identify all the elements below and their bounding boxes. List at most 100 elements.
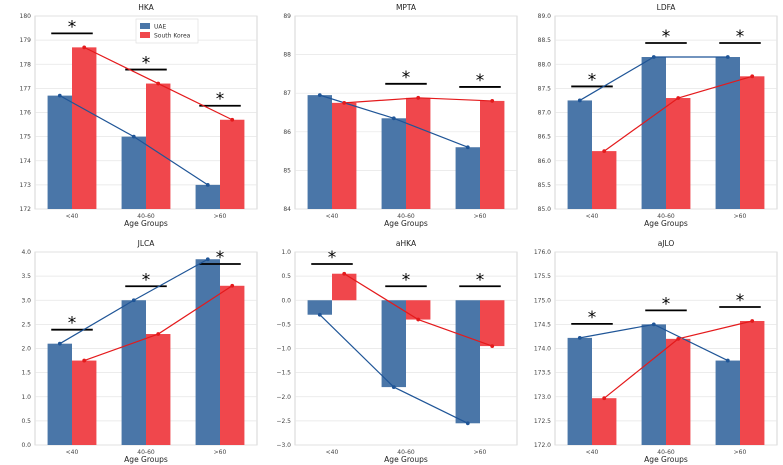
y-tick-label: −2.5: [276, 418, 291, 425]
bar-south-korea: [666, 338, 691, 445]
x-axis-label: Age Groups: [644, 455, 688, 464]
panel-title: aJLO: [658, 239, 675, 248]
y-tick-label: 0.5: [281, 273, 291, 280]
y-tick-label: 0.0: [281, 297, 291, 304]
bar-uae: [121, 136, 146, 209]
bar-uae: [641, 324, 666, 445]
y-tick-label: 173.0: [534, 394, 551, 401]
bar-uae: [455, 300, 480, 424]
significance-star: *: [588, 308, 597, 328]
y-tick-label: 2.0: [21, 346, 31, 353]
y-tick-label: 88.5: [538, 37, 552, 44]
x-tick-label: 40-60: [657, 213, 675, 220]
x-tick-label: >60: [214, 449, 227, 456]
trend-point: [82, 45, 87, 50]
trend-point: [602, 149, 607, 154]
legend-swatch: [140, 32, 150, 38]
y-tick-label: 87: [283, 90, 291, 97]
significance-star: *: [662, 27, 671, 47]
trend-point: [676, 336, 681, 341]
bar-south-korea: [592, 398, 617, 445]
x-axis-label: Age Groups: [124, 455, 168, 464]
y-tick-label: 85.5: [538, 182, 552, 189]
bar-uae: [307, 300, 332, 315]
y-tick-label: −1.5: [276, 370, 291, 377]
x-tick-label: <40: [66, 449, 79, 456]
x-tick-label: 40-60: [397, 213, 415, 220]
y-tick-label: 174.0: [534, 346, 551, 353]
y-tick-label: 87.5: [538, 85, 552, 92]
bar-south-korea: [72, 47, 97, 209]
trend-point: [317, 93, 322, 98]
y-tick-label: 174: [20, 158, 32, 165]
y-tick-label: 4.0: [21, 249, 31, 256]
y-tick-label: 174.5: [534, 321, 551, 328]
trend-point: [490, 344, 495, 348]
y-tick-label: 86.0: [538, 158, 552, 165]
y-tick-label: 175: [20, 134, 32, 141]
x-tick-label: >60: [734, 213, 747, 220]
y-tick-label: 3.0: [21, 297, 31, 304]
y-tick-label: 180: [20, 13, 32, 20]
trend-point: [156, 81, 161, 86]
significance-star: *: [588, 70, 597, 90]
y-tick-label: 172.0: [534, 442, 551, 449]
bar-south-korea: [220, 285, 245, 445]
y-tick-label: 88.0: [538, 61, 552, 68]
bar-uae: [307, 95, 332, 209]
trend-point: [490, 99, 495, 103]
trend-point: [205, 257, 210, 262]
x-axis-label: Age Groups: [384, 455, 428, 464]
x-tick-label: <40: [586, 213, 599, 220]
bar-uae: [567, 100, 592, 209]
panel-title: MPTA: [396, 3, 417, 12]
bar-south-korea: [332, 102, 357, 209]
bar-uae: [381, 300, 406, 388]
panel-title: HKA: [138, 3, 154, 12]
trend-point: [317, 312, 322, 317]
bar-south-korea: [72, 360, 97, 445]
x-axis-label: Age Groups: [644, 219, 688, 228]
y-tick-label: 0.0: [21, 442, 31, 449]
y-tick-label: 84: [283, 206, 291, 213]
x-tick-label: <40: [66, 213, 79, 220]
significance-star: *: [476, 71, 485, 91]
bar-south-korea: [146, 83, 171, 209]
y-tick-label: 3.5: [21, 273, 31, 280]
trend-point: [725, 55, 730, 59]
x-tick-label: 40-60: [397, 449, 415, 456]
legend-swatch: [140, 23, 150, 29]
bar-uae: [567, 337, 592, 445]
x-tick-label: 40-60: [137, 449, 155, 456]
x-tick-label: <40: [586, 449, 599, 456]
bar-uae: [195, 184, 220, 209]
trend-point: [342, 100, 347, 105]
trend-point: [465, 421, 470, 426]
bar-uae: [195, 259, 220, 445]
legend-label: South Korea: [154, 33, 191, 40]
bar-south-korea: [592, 151, 617, 209]
trend-point: [577, 98, 582, 103]
y-tick-label: 89: [283, 13, 291, 20]
trend-point: [156, 332, 161, 336]
bar-uae: [47, 343, 72, 445]
panel-ajlo: 172.0 172.5 173.0 173.5 174.0 174.5 175.0 175.5…: [534, 239, 778, 464]
bar-south-korea: [146, 334, 171, 445]
y-tick-label: 88: [283, 52, 291, 59]
significance-star: *: [216, 90, 225, 110]
panel-ahka: −3.0 −2.5 −2.0 −1.5 −1.0 −0.5 0.0 0.5 1.0 aHKA Age…: [276, 239, 518, 464]
y-tick-label: 89.0: [538, 13, 552, 20]
bar-uae: [715, 57, 740, 210]
trend-point: [750, 74, 755, 79]
trend-point: [725, 358, 730, 363]
y-tick-label: −1.0: [276, 346, 291, 353]
trend-point: [57, 93, 62, 98]
x-tick-label: <40: [326, 213, 339, 220]
bar-south-korea: [740, 76, 765, 209]
y-tick-label: 179: [20, 37, 32, 44]
bar-south-korea: [406, 300, 431, 320]
y-tick-label: 176.0: [534, 249, 551, 256]
significance-star: *: [476, 270, 485, 290]
significance-star: *: [662, 294, 671, 314]
x-tick-label: >60: [214, 213, 227, 220]
